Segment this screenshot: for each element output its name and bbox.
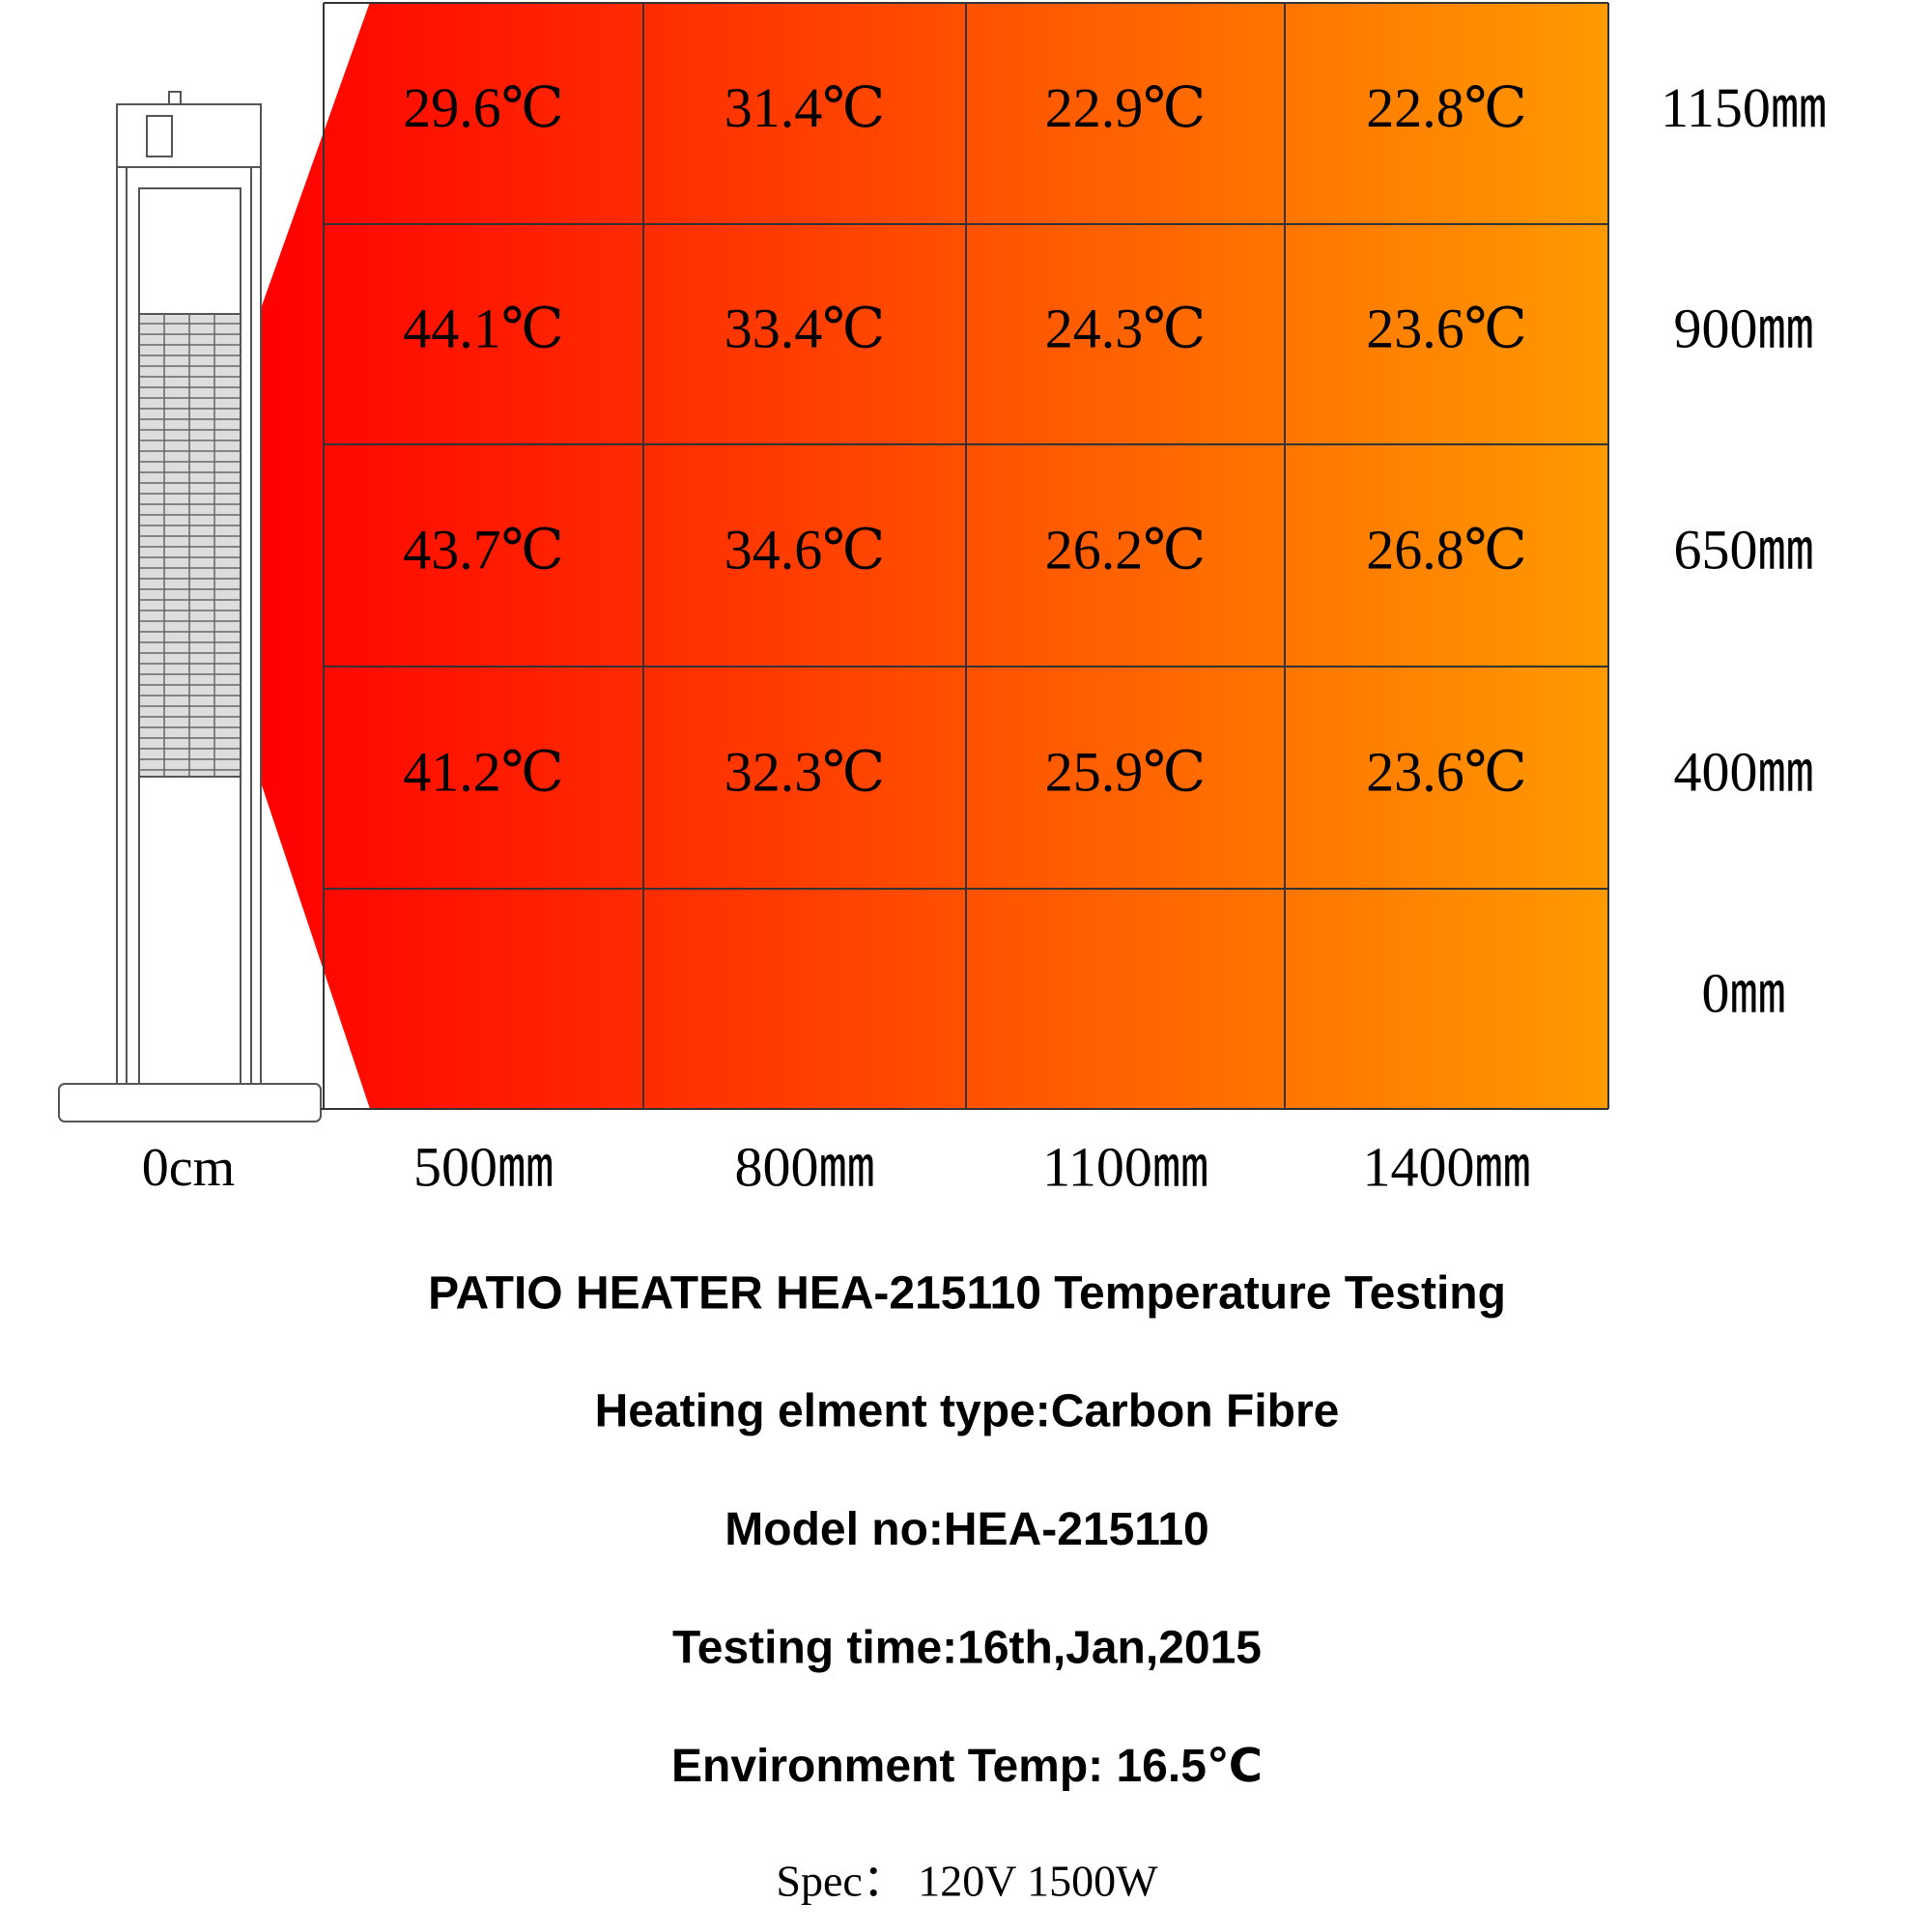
temperature: 29.6℃	[403, 76, 563, 139]
row-label: 650㎜	[1673, 518, 1813, 581]
row-label: 900㎜	[1673, 297, 1813, 359]
temperature: 24.3℃	[1045, 297, 1206, 359]
detail-line: Model no:HEA-215110	[724, 1504, 1208, 1555]
detail-line: Heating elment type:Carbon Fibre	[595, 1386, 1340, 1437]
column-label: 1400㎜	[1362, 1135, 1530, 1198]
grid	[321, 2, 1609, 1110]
temperature: 44.1℃	[403, 297, 563, 359]
temperature: 25.9℃	[1045, 740, 1206, 803]
heater-drawing	[58, 91, 322, 1122]
temperature: 33.4℃	[724, 297, 885, 359]
temperature: 41.2℃	[403, 740, 563, 803]
temperature: 22.9℃	[1045, 76, 1206, 139]
row-label: 400㎜	[1673, 740, 1813, 803]
heat-zone	[259, 2, 1608, 1109]
detail-line: Environment Temp: 16.5℃	[671, 1741, 1263, 1792]
temperature: 22.8℃	[1366, 76, 1526, 139]
column-label: 500㎜	[413, 1135, 554, 1198]
row-label: 0㎜	[1701, 961, 1785, 1024]
heater-label: 0cm	[142, 1138, 235, 1198]
temperature: 32.3℃	[724, 740, 885, 803]
temperature: 31.4℃	[724, 76, 885, 139]
temperature: 23.6℃	[1366, 740, 1526, 803]
column-label: 1100㎜	[1042, 1135, 1208, 1198]
temperature: 34.6℃	[724, 518, 885, 581]
detail-line: Testing time:16th,Jan,2015	[672, 1623, 1262, 1674]
temperature: 26.8℃	[1366, 518, 1526, 581]
title: PATIO HEATER HEA-215110 Temperature Test…	[428, 1268, 1506, 1320]
column-label: 800㎜	[734, 1135, 874, 1198]
spec: Spec： 120V 1500W	[776, 1857, 1158, 1906]
temperature: 26.2℃	[1045, 518, 1206, 581]
row-label: 1150㎜	[1661, 76, 1827, 139]
temperature: 23.6℃	[1366, 297, 1526, 359]
temperature: 43.7℃	[403, 518, 563, 581]
